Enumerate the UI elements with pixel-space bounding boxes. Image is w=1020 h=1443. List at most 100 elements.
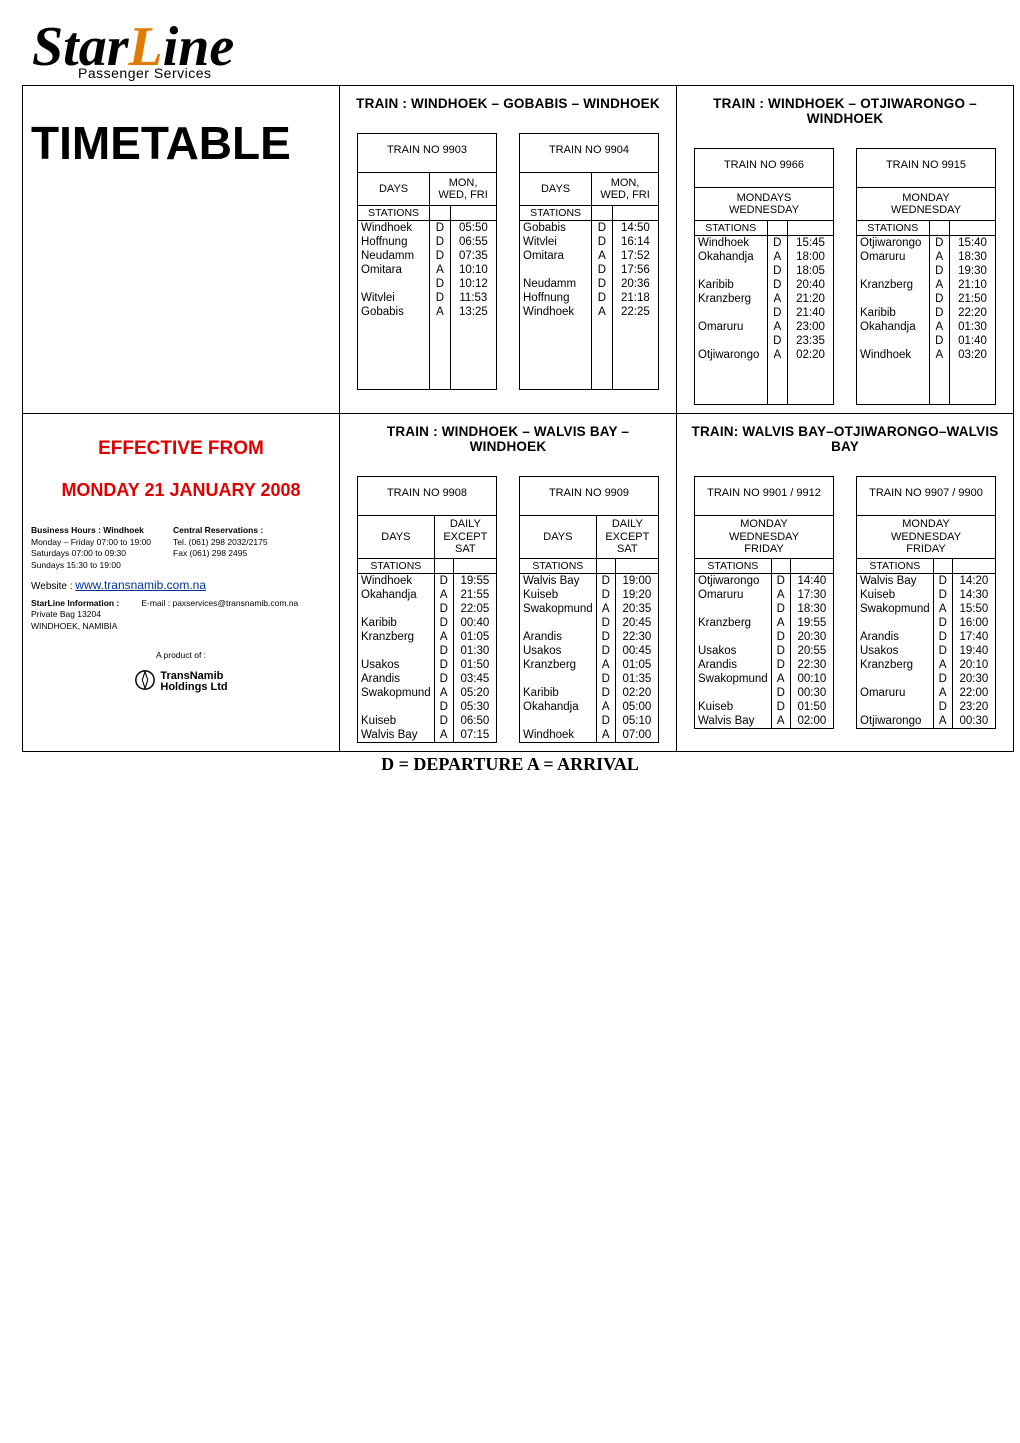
website-link[interactable]: www.transnamib.com.na bbox=[75, 578, 206, 592]
da-cell: A bbox=[771, 714, 790, 729]
sched-9903: TRAIN NO 9903DAYSMON,WED, FRISTATIONSWin… bbox=[357, 133, 497, 390]
time-cell: 20:35 bbox=[615, 602, 658, 616]
email-label: E-mail : paxservices@transnamib.com.na bbox=[141, 598, 298, 609]
time-cell bbox=[612, 361, 658, 375]
da-cell: D bbox=[929, 264, 949, 278]
time-cell: 23:20 bbox=[952, 700, 995, 714]
time-cell: 22:20 bbox=[950, 306, 996, 320]
time-cell: 17:30 bbox=[790, 588, 833, 602]
stations-header: STATIONS bbox=[520, 206, 592, 221]
da-cell: D bbox=[771, 686, 790, 700]
time-cell: 20:10 bbox=[952, 658, 995, 672]
station-cell: Windhoek bbox=[358, 574, 435, 589]
da-cell: A bbox=[434, 686, 453, 700]
station-cell bbox=[695, 362, 768, 376]
station-cell bbox=[520, 616, 597, 630]
da-cell: A bbox=[767, 250, 787, 264]
da-cell bbox=[929, 376, 949, 390]
da-cell: D bbox=[933, 672, 952, 686]
da-cell: D bbox=[771, 574, 790, 589]
da-cell: D bbox=[767, 306, 787, 320]
starline-logo: StarLine Passenger Services bbox=[32, 28, 998, 81]
station-cell: Walvis Bay bbox=[358, 728, 435, 743]
transnamib-logo: TransNamib Holdings Ltd bbox=[31, 669, 331, 694]
da-cell: D bbox=[430, 277, 451, 291]
station-cell bbox=[695, 334, 768, 348]
station-cell: Okahandja bbox=[695, 250, 768, 264]
station-cell bbox=[520, 263, 592, 277]
days: MONDAYWEDNESDAYFRIDAY bbox=[857, 516, 996, 559]
hours-l1: Monday – Friday 07:00 to 19:00 bbox=[31, 537, 151, 548]
station-cell bbox=[520, 361, 592, 375]
da-cell: D bbox=[596, 672, 615, 686]
time-cell: 15:45 bbox=[788, 236, 834, 251]
time-cell: 10:12 bbox=[450, 277, 496, 291]
time-cell: 20:45 bbox=[615, 616, 658, 630]
days: DAILYEXCEPTSAT bbox=[596, 516, 658, 559]
time-cell bbox=[612, 347, 658, 361]
time-cell: 14:40 bbox=[790, 574, 833, 589]
station-cell bbox=[857, 672, 934, 686]
time-cell: 18:30 bbox=[790, 602, 833, 616]
station-cell: Hoffnung bbox=[520, 291, 592, 305]
time-cell: 01:35 bbox=[615, 672, 658, 686]
time-cell: 01:30 bbox=[950, 320, 996, 334]
time-cell: 05:00 bbox=[615, 700, 658, 714]
time-cell: 00:30 bbox=[952, 714, 995, 729]
station-cell bbox=[857, 292, 930, 306]
da-cell bbox=[430, 347, 451, 361]
time-cell: 07:15 bbox=[453, 728, 496, 743]
time-cell: 03:20 bbox=[950, 348, 996, 362]
time-cell: 17:52 bbox=[612, 249, 658, 263]
days: MON,WED, FRI bbox=[430, 173, 497, 206]
da-cell: D bbox=[767, 236, 787, 251]
da-cell: D bbox=[933, 644, 952, 658]
station-cell: Walvis Bay bbox=[695, 714, 772, 729]
time-cell bbox=[788, 376, 834, 390]
time-cell: 05:30 bbox=[453, 700, 496, 714]
da-cell: A bbox=[767, 320, 787, 334]
time-cell: 14:30 bbox=[952, 588, 995, 602]
da-cell: D bbox=[434, 672, 453, 686]
da-cell: D bbox=[592, 291, 613, 305]
station-cell: Kuiseb bbox=[695, 700, 772, 714]
da-cell: D bbox=[596, 714, 615, 728]
da-cell: D bbox=[592, 277, 613, 291]
days-label: DAYS bbox=[520, 173, 592, 206]
station-cell: Otjiwarongo bbox=[857, 714, 934, 729]
da-cell: D bbox=[933, 616, 952, 630]
da-cell: A bbox=[596, 658, 615, 672]
station-cell: Neudamm bbox=[358, 249, 430, 263]
station-cell: Swakopmund bbox=[520, 602, 597, 616]
time-cell bbox=[612, 375, 658, 390]
station-cell: Usakos bbox=[695, 644, 772, 658]
left-panel-top: TIMETABLE bbox=[23, 86, 340, 414]
da-cell: D bbox=[434, 574, 453, 589]
da-cell: A bbox=[596, 728, 615, 743]
sched-9909: TRAIN NO 9909DAYSDAILYEXCEPTSATSTATIONSW… bbox=[519, 476, 659, 743]
time-cell: 19:20 bbox=[615, 588, 658, 602]
station-cell: Kranzberg bbox=[520, 658, 597, 672]
train-no: TRAIN NO 9908 bbox=[358, 477, 497, 516]
station-cell bbox=[695, 630, 772, 644]
station-cell: Omaruru bbox=[857, 686, 934, 700]
station-cell: Arandis bbox=[857, 630, 934, 644]
route-otji-title: TRAIN : WINDHOEK – OTJIWARONGO – WINDHOE… bbox=[685, 92, 1005, 148]
station-cell bbox=[358, 700, 435, 714]
route-walvis-title: TRAIN : WINDHOEK – WALVIS BAY – WINDHOEK bbox=[348, 420, 668, 476]
station-cell: Walvis Bay bbox=[857, 574, 934, 589]
days-label: DAYS bbox=[358, 173, 430, 206]
time-cell: 22:30 bbox=[615, 630, 658, 644]
station-cell: Gobabis bbox=[520, 221, 592, 236]
station-cell: Swakopmund bbox=[695, 672, 772, 686]
da-cell bbox=[767, 390, 787, 405]
days: MONDAYWEDNESDAYFRIDAY bbox=[695, 516, 834, 559]
time-cell: 21:20 bbox=[788, 292, 834, 306]
da-cell: A bbox=[933, 686, 952, 700]
sched-9908: TRAIN NO 9908DAYSDAILYEXCEPTSATSTATIONSW… bbox=[357, 476, 497, 743]
time-cell bbox=[450, 375, 496, 390]
time-cell: 01:40 bbox=[950, 334, 996, 348]
station-cell bbox=[695, 376, 768, 390]
station-cell: Witvlei bbox=[520, 235, 592, 249]
res-l2: Fax (061) 298 2495 bbox=[173, 548, 268, 559]
